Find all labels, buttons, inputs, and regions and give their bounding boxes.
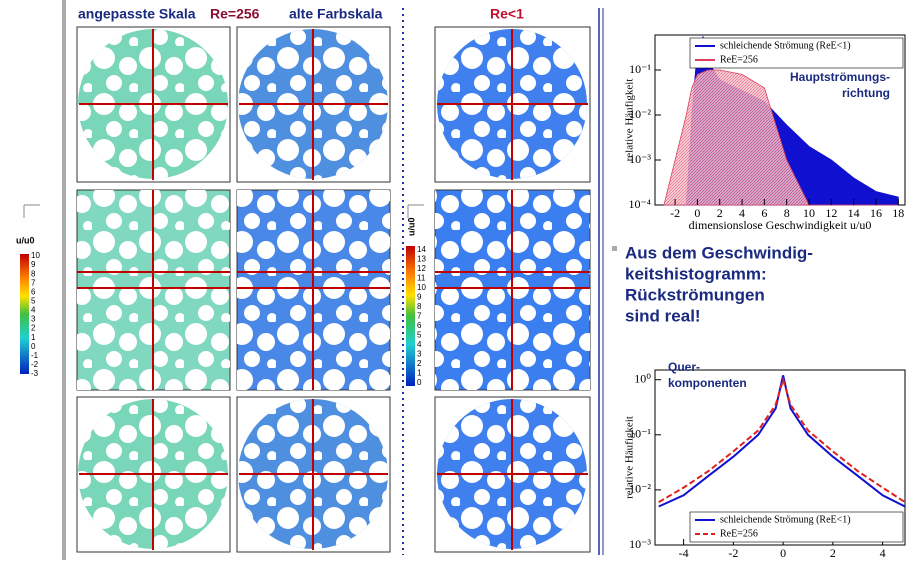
x-tick-label: -2 (670, 206, 680, 220)
colorbar-label: 9 (417, 293, 422, 302)
colorbar-label: -1 (31, 351, 39, 360)
header: alte Farbskala (289, 6, 383, 22)
legend-entry: schleichende Strömung (ReE<1) (720, 40, 851, 51)
bullet-line: Rückströmungen (625, 285, 765, 304)
colorbar-label: 14 (417, 245, 426, 254)
slide: angepasste Skala Re=256 alte Farbskala R… (0, 0, 919, 560)
colorbar-label: 3 (31, 315, 36, 324)
colorbar-label: 13 (417, 255, 426, 264)
x-tick-label: 18 (892, 206, 904, 220)
colorbar-label: 2 (417, 359, 422, 368)
y-axis-label: relative Häufigkeit (624, 79, 636, 162)
y-tick-label: 10⁻³ (629, 537, 651, 551)
annotation: richtung (842, 86, 890, 100)
colorbar-label: -3 (31, 369, 39, 378)
legend-entry: schleichende Strömung (ReE<1) (720, 514, 851, 525)
y-tick-label: 10⁻¹ (629, 62, 651, 76)
annotation: Quer- (668, 360, 700, 374)
x-tick-label: -4 (679, 546, 689, 560)
colorbar-label: 0 (31, 342, 36, 351)
colorbar-label: 10 (31, 251, 40, 260)
header: angepasste Skala (78, 6, 196, 22)
colorbar-label: 2 (31, 324, 36, 333)
colorbar-label: 1 (31, 333, 36, 342)
colorbar-label: -2 (31, 360, 39, 369)
colorbar-label: 5 (31, 296, 36, 305)
colorbar-label: 8 (417, 302, 422, 311)
x-axis-label: dimensionslose Geschwindigkeit u/u0 (689, 218, 872, 232)
x-tick-label: 16 (870, 206, 882, 220)
legend-entry: ReE=256 (720, 54, 758, 65)
colorbar-label: 6 (31, 287, 36, 296)
colorbar-label: 7 (31, 278, 36, 287)
colorbar-label: 5 (417, 331, 422, 340)
header: Re<1 (490, 6, 524, 22)
bullet-line: sind real! (625, 306, 701, 325)
colorbar-label: 12 (417, 264, 426, 273)
header: Re=256 (210, 6, 260, 22)
colorbar-label: 8 (31, 269, 36, 278)
legend-entry: ReE=256 (720, 528, 758, 539)
colorbar-title: u/u0 (16, 235, 35, 245)
colorbar-title: u/u0 (406, 217, 416, 236)
colorbar-label: 1 (417, 369, 422, 378)
colorbar-label: 9 (31, 260, 36, 269)
bullet-line: keitshistogramm: (625, 264, 767, 283)
y-tick-label: 10⁰ (634, 371, 651, 385)
y-axis-label: relative Häufigkeit (624, 416, 636, 499)
colorbar-label: 0 (417, 378, 422, 387)
x-tick-label: 4 (880, 546, 886, 560)
colorbar-label: 10 (417, 283, 426, 292)
layout (20, 0, 617, 560)
y-tick-label: 10⁻⁴ (628, 197, 651, 211)
colorbar-label: 3 (417, 350, 422, 359)
colorbar-label: 6 (417, 321, 422, 330)
colorbar-label: 4 (31, 306, 36, 315)
colorbar-label: 7 (417, 312, 422, 321)
colorbar-label: 4 (417, 340, 422, 349)
colorbar-label: 11 (417, 274, 426, 283)
annotation: Hauptströmungs- (790, 70, 890, 84)
bullet-line: Aus dem Geschwindig- (625, 243, 813, 262)
annotation: komponenten (668, 376, 747, 390)
